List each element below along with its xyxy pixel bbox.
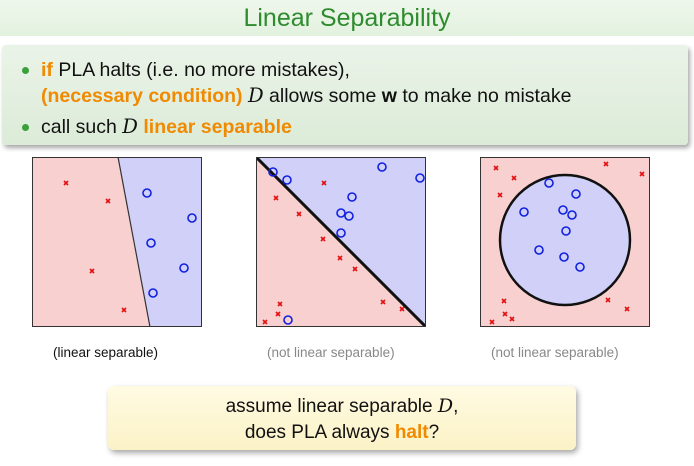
cross-point [493,165,499,171]
positive-points [519,178,585,272]
cross-point [105,198,111,204]
cross-point [89,268,95,274]
question-line-2: does PLA always halt? [108,420,576,446]
question-box: assume linear separable D, does PLA alwa… [108,386,576,450]
cross-point [501,298,507,304]
circle-point [148,288,158,298]
positive-points [268,162,425,325]
positive-points [142,188,197,298]
cross-point [489,319,495,325]
bullet-box: if PLA halts (i.e. no more mistakes), (n… [2,45,688,145]
question-text-2: does PLA always [244,422,395,443]
bullet-2: call such D linear separable [22,114,292,140]
caption-not-separable-2: (not linear separable) [491,345,619,360]
call-such-text: call such [41,116,123,138]
cross-point [502,311,508,317]
circle-point [544,178,554,188]
circle-point [283,315,293,325]
caption-linear-separable: (linear separable) [53,345,159,360]
circle-point [336,228,346,238]
positive-region [118,157,202,327]
cross-point [320,236,326,242]
circle-point [561,226,571,236]
cross-point [321,180,327,186]
cross-point [605,297,611,303]
cross-point [603,161,609,167]
cross-point [121,307,127,313]
cross-point [63,180,69,186]
cross-point [273,195,279,201]
cross-point [337,255,343,261]
negative-region [32,157,150,327]
allows-text: allows some [263,85,382,107]
circle-point [336,208,346,218]
cross-point [277,301,283,307]
question-text: assume linear separable [225,396,438,417]
bullet-1: if PLA halts (i.e. no more mistakes), [22,57,350,83]
cross-point [497,192,503,198]
bullet-dot-icon [22,124,29,132]
circle-point [558,205,568,215]
circle-point [142,188,152,198]
linear-separable-term: linear separable [137,116,292,138]
cross-point [639,171,645,177]
cross-point [296,211,302,217]
circle-point [415,173,425,183]
panel-frame [32,157,202,327]
panel-frame [480,157,650,327]
panel-not-separable-circle [480,157,650,327]
question-line-1: assume linear separable D, [108,393,576,420]
cross-point [399,306,405,312]
circle-point [571,189,581,199]
negative-points [262,180,405,325]
halt-keyword: halt [394,422,429,443]
panel-frame [256,157,426,327]
circle-point [146,238,156,248]
circle-point [268,167,278,177]
cross-point [511,175,517,181]
cross-point [352,266,358,272]
circle-point [534,245,544,255]
separating-line [117,157,151,327]
circle-point [559,252,569,262]
if-keyword: if [41,59,53,81]
panel-not-separable-diagonal [256,157,426,327]
bullet-1-text: PLA halts (i.e. no more mistakes), [52,59,350,81]
circle-point [187,213,197,223]
circle-point [567,210,577,220]
bullet-1-continuation: (necessary condition) D allows some w to… [41,83,571,109]
slide-title: Linear Separability [0,0,694,36]
dataset-symbol: D [247,84,264,107]
cross-point [624,306,630,312]
cross-point [275,311,281,317]
panel-linear-separable [32,157,202,327]
caption-not-separable-1: (not linear separable) [267,345,395,360]
circle-point [519,207,529,217]
circle-point [282,175,292,185]
necessary-condition-label: (necessary condition) [41,85,243,107]
cross-point [509,316,515,322]
negative-points [489,161,645,325]
circle-point [344,211,354,221]
weight-symbol: w [381,85,397,107]
dataset-symbol: D [437,395,454,417]
bullet-dot-icon [22,67,29,75]
diagonal-line [256,157,426,327]
circle-point [575,262,585,272]
cross-point [262,319,268,325]
no-mistake-text: to make no mistake [396,85,572,107]
cross-point [380,299,386,305]
dataset-symbol: D [122,115,138,138]
question-mark: ? [428,422,440,443]
negative-points [63,180,127,313]
circle-boundary [498,173,632,307]
circle-point [377,162,387,172]
question-comma: , [453,396,459,417]
circle-point [347,192,357,202]
circle-point [179,263,189,273]
